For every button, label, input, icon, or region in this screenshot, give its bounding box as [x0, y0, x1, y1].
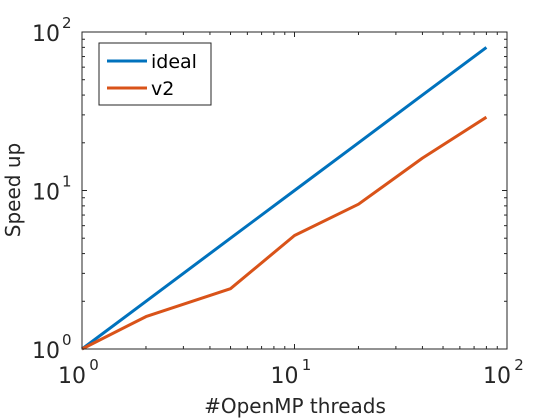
legend-box [98, 42, 212, 106]
series-layer [81, 46, 488, 351]
x-tick-exponent: 1 [302, 356, 312, 374]
y-tick-exponent: 1 [62, 173, 72, 191]
y-tick-exponent: 0 [62, 331, 72, 349]
x-tick-label: 10 [271, 364, 299, 389]
x-axis-label: #OpenMP threads [204, 394, 386, 418]
legend: ideal v2 [98, 42, 212, 106]
y-tick-label: 10 [32, 181, 60, 206]
legend-label-v2: v2 [151, 78, 174, 100]
x-tick-exponent: 2 [514, 356, 524, 374]
y-tick-label: 10 [32, 22, 60, 47]
y-axis-label: Speed up [1, 143, 25, 237]
y-tick-exponent: 2 [62, 14, 72, 32]
legend-label-ideal: ideal [151, 51, 197, 73]
x-tick-label: 10 [58, 364, 86, 389]
ticks-layer: 10 0 10 1 10 210 010 110 2 [32, 14, 524, 389]
x-tick-label: 10 [483, 364, 511, 389]
y-tick-label: 10 [32, 339, 60, 364]
x-tick-exponent: 0 [89, 356, 99, 374]
series-line-ideal [81, 46, 488, 351]
series-line-v2 [81, 115, 488, 351]
